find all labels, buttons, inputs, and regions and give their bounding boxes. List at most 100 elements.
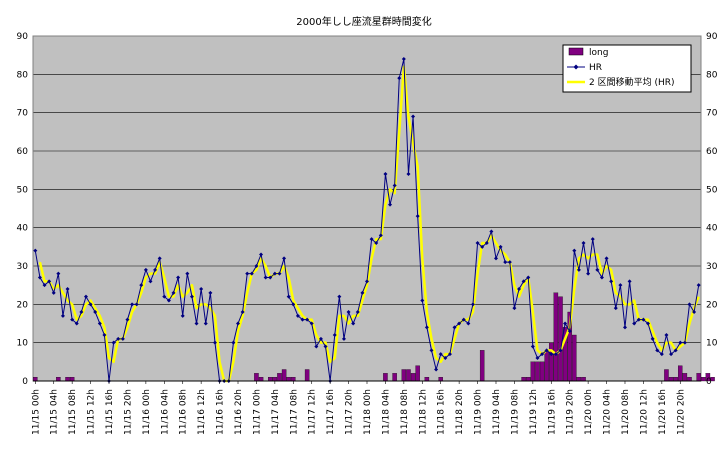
hr-point	[314, 344, 319, 349]
long-bar	[687, 377, 692, 382]
hr-point	[125, 317, 130, 322]
hr-point	[157, 256, 162, 261]
hr-point	[498, 244, 503, 249]
y-tick-label-right: 40	[706, 224, 718, 234]
hr-point	[613, 306, 618, 311]
hr-point	[194, 321, 199, 326]
long-bar	[392, 373, 397, 382]
x-tick-label: 11/15 20h	[123, 389, 133, 435]
hr-point	[134, 302, 139, 307]
hr-point	[282, 256, 287, 261]
legend-hr-marker	[573, 64, 579, 70]
long-bar	[304, 369, 310, 382]
y-tick-label-right: 10	[706, 339, 718, 349]
long-bar	[673, 377, 678, 382]
hr-point	[641, 317, 646, 322]
y-tick-label-right: 80	[706, 70, 718, 80]
hr-point	[176, 275, 181, 280]
hr-point	[622, 325, 627, 330]
hr-point	[650, 336, 655, 341]
hr-point	[120, 336, 125, 341]
hr-point	[669, 352, 674, 357]
hr-point	[231, 340, 236, 345]
y-tick-label-left: 80	[17, 70, 29, 80]
hr-point	[346, 310, 351, 314]
hr-point	[130, 302, 135, 307]
hr-point	[374, 241, 379, 245]
hr-point	[309, 321, 314, 326]
long-bar	[664, 369, 669, 382]
hr-point	[632, 321, 637, 326]
hr-point	[512, 306, 517, 311]
hr-point	[595, 267, 600, 272]
hr-point	[553, 352, 558, 357]
x-tick-label: 11/17 00h	[252, 389, 262, 435]
hr-point	[530, 344, 535, 349]
hr-point	[429, 348, 434, 353]
hr-point	[97, 321, 102, 326]
hr-point	[415, 214, 420, 219]
hr-point	[51, 290, 56, 295]
hr-point	[503, 260, 508, 265]
long-bar	[415, 365, 420, 382]
x-tick-label: 11/19 00h	[474, 389, 484, 435]
hr-point	[37, 275, 42, 280]
hr-point	[664, 333, 669, 337]
hr-point	[111, 340, 116, 345]
hr-point	[74, 321, 79, 326]
long-bar	[539, 361, 545, 382]
x-tick-label: 11/17 16h	[326, 389, 336, 435]
hr-point	[162, 294, 167, 299]
hr-point	[171, 290, 176, 295]
hr-point	[286, 294, 291, 299]
hr-point	[535, 356, 540, 360]
hr-point	[295, 313, 300, 318]
hr-point	[401, 57, 406, 61]
hr-point	[148, 279, 153, 284]
x-tick-label: 11/17 20h	[345, 389, 355, 435]
hr-point	[586, 271, 591, 276]
hr-point	[457, 321, 462, 326]
hr-point	[365, 279, 369, 284]
y-tick-label-right: 0	[706, 377, 712, 387]
x-tick-label: 11/15 00h	[31, 389, 41, 435]
x-tick-label: 11/19 08h	[510, 389, 520, 435]
hr-point	[212, 340, 217, 345]
long-bar	[701, 377, 706, 382]
legend-box	[562, 44, 692, 93]
x-axis: 11/15 00h 11/15 04h 11/15 08h 11/15 12h 11/1…	[31, 380, 701, 435]
y-tick-label-left: 10	[17, 339, 29, 349]
y-tick-label-left: 50	[17, 185, 29, 195]
x-tick-label: 11/16 16h	[216, 389, 226, 435]
hr-point	[42, 283, 47, 288]
hr-point	[563, 321, 568, 326]
x-tick-label: 11/15 12h	[87, 389, 97, 435]
hr-point	[83, 294, 88, 299]
hr-point	[392, 183, 397, 188]
x-tick-label: 11/18 12h	[418, 389, 428, 435]
hr-point	[576, 267, 581, 272]
legend-long-label: long	[589, 48, 608, 58]
hr-point	[355, 310, 360, 314]
x-tick-label: 11/16 04h	[160, 389, 170, 435]
x-tick-label: 11/15 08h	[68, 389, 78, 435]
y-axis-left: 0 10 20 30 40 50 60 70 80 90	[17, 32, 29, 387]
hr-point	[461, 317, 466, 322]
y-tick-label-right: 50	[706, 185, 718, 195]
legend-avg-label: 2 区間移動平均 (HR)	[589, 76, 675, 88]
hr-point	[443, 356, 448, 360]
x-tick-label: 11/19 04h	[492, 389, 502, 435]
hr-point	[56, 271, 61, 276]
long-bar	[406, 369, 411, 382]
hr-point	[696, 283, 701, 288]
x-tick-label: 11/18 20h	[455, 389, 465, 435]
x-tick-label: 11/20 04h	[603, 389, 613, 435]
long-bar	[401, 369, 407, 382]
long-bar	[258, 377, 264, 382]
hr-point	[655, 348, 660, 353]
hr-point	[480, 244, 485, 249]
hr-point	[153, 267, 158, 272]
hr-point	[673, 348, 678, 353]
hr-point	[475, 241, 480, 245]
